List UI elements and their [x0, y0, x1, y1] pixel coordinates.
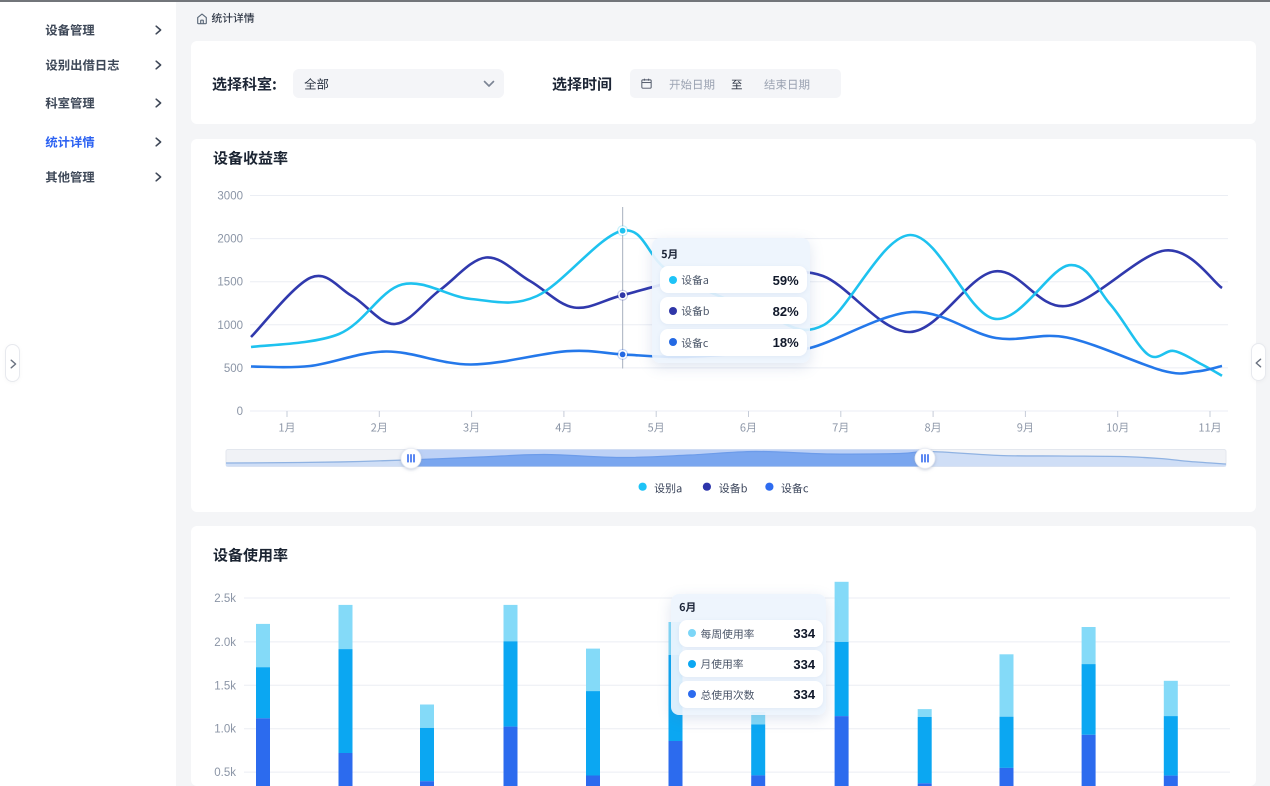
- svg-text:2.5k: 2.5k: [214, 593, 236, 605]
- svg-text:1000: 1000: [217, 320, 243, 332]
- svg-text:0: 0: [237, 406, 243, 418]
- svg-text:2.0k: 2.0k: [214, 637, 236, 649]
- svg-text:3000: 3000: [217, 191, 243, 203]
- svg-text:1500: 1500: [217, 277, 243, 289]
- svg-text:1.0k: 1.0k: [214, 724, 236, 736]
- svg-text:500: 500: [224, 363, 243, 375]
- svg-text:1.5k: 1.5k: [214, 680, 236, 692]
- svg-text:2000: 2000: [217, 234, 243, 246]
- svg-text:0.5k: 0.5k: [214, 767, 236, 779]
